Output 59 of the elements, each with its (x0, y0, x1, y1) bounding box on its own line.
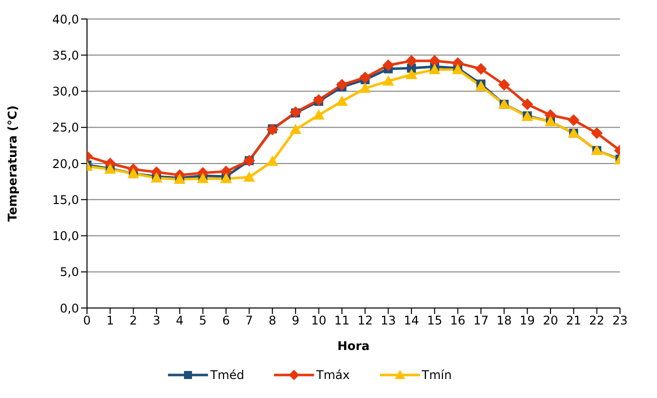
x-tick-label: 0 (83, 314, 91, 328)
x-tick-label: 19 (520, 314, 535, 328)
x-tick-label: 10 (311, 314, 326, 328)
point (359, 72, 371, 84)
x-tick-label: 18 (496, 314, 512, 328)
y-tick-label: 35,0 (52, 48, 79, 62)
x-tick-label: 13 (380, 314, 396, 328)
x-tick-label: 14 (404, 314, 420, 328)
x-tick-label: 3 (152, 314, 160, 328)
point (197, 172, 209, 184)
y-tick-label: 5,0 (60, 265, 79, 280)
legend-label: Tmín (422, 368, 452, 382)
x-tick-label: 21 (566, 314, 582, 328)
point (406, 68, 418, 80)
point (243, 171, 256, 182)
x-tick-label: 9 (292, 314, 300, 328)
y-tick-label: 0,0 (60, 301, 79, 316)
x-tick-label: 2 (130, 314, 138, 328)
x-tick-label: 8 (268, 314, 276, 328)
x-tick-label: 6 (222, 314, 230, 328)
point (428, 64, 440, 74)
x-tick-label: 12 (357, 314, 373, 328)
x-tick-label: 7 (245, 314, 254, 328)
point (266, 155, 278, 166)
point (406, 55, 418, 67)
legend-label: Tmáx (316, 368, 350, 382)
point (336, 78, 348, 91)
x-tick-label: 11 (334, 314, 350, 328)
x-tick-label: 20 (542, 314, 558, 328)
point (312, 94, 325, 106)
legend-label: Tméd (210, 368, 244, 382)
y-tick-label: 10,0 (52, 229, 79, 244)
x-tick-label: 1 (106, 314, 114, 328)
x-tick-label: 17 (473, 314, 489, 328)
point (382, 75, 394, 86)
y-tick-label: 40,0 (52, 12, 79, 26)
y-tick-label: 30,0 (52, 84, 79, 99)
y-tick-label: 15,0 (52, 192, 79, 207)
x-tick-label: 4 (176, 314, 184, 328)
x-tick-label: 22 (589, 314, 604, 328)
y-tick-label: 20,0 (52, 156, 79, 171)
point (382, 59, 394, 72)
x-axis-title: Hora (337, 339, 370, 353)
point (498, 78, 510, 91)
y-axis-title: Temperatura (°C) (5, 105, 20, 222)
point (336, 96, 348, 106)
y-tick-label: 25,0 (52, 120, 79, 135)
point (428, 55, 440, 67)
point (475, 63, 487, 75)
point (290, 124, 302, 134)
point (568, 114, 580, 126)
point (359, 82, 371, 93)
x-tick-label: 5 (199, 314, 207, 328)
x-tick-label: 16 (450, 314, 466, 328)
x-tick-label: 23 (612, 314, 628, 328)
point (312, 109, 325, 120)
point (590, 127, 603, 140)
point (521, 98, 534, 110)
x-tick-label: 15 (426, 314, 442, 328)
